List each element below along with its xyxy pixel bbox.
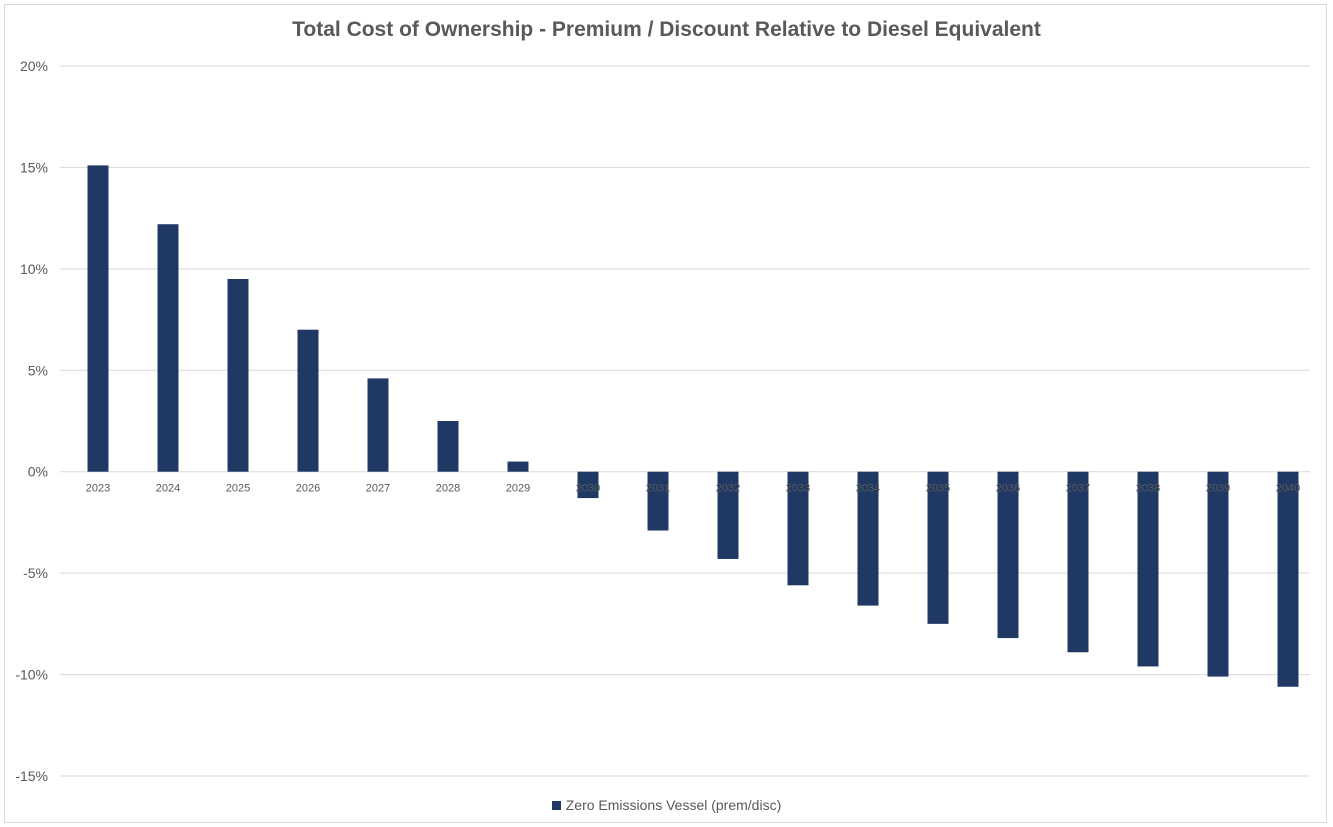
bar-2033 [787,471,809,586]
bar-2034 [857,471,879,606]
x-tick-label: 2025 [226,483,250,495]
legend-label: Zero Emissions Vessel (prem/disc) [565,797,782,813]
x-tick-label: 2032 [716,483,740,495]
bar-2037 [1067,471,1089,653]
bar-2029 [507,461,529,472]
bar-2036 [997,471,1019,639]
x-tick-label: 2024 [156,483,180,495]
x-tick-label: 2023 [86,483,110,495]
x-tick-label: 2040 [1276,483,1300,495]
bar-2023 [87,165,109,472]
y-tick-label: 0% [28,464,48,480]
bar-2028 [437,421,459,472]
y-tick-label: 15% [20,159,48,175]
chart-legend: Zero Emissions Vessel (prem/disc) [0,797,1333,813]
chart-title: Total Cost of Ownership - Premium / Disc… [292,18,1041,41]
x-tick-label: 2030 [576,483,600,495]
x-tick-label: 2027 [366,483,390,495]
bar-2031 [647,471,669,531]
x-tick-label: 2033 [786,483,810,495]
y-tick-label: -15% [15,768,48,784]
y-tick-label: 5% [28,362,48,378]
bar-2035 [927,471,949,624]
legend-swatch [551,801,561,810]
bar-2025 [227,279,249,472]
bar-2038 [1137,471,1159,667]
y-tick-label: 10% [20,261,48,277]
x-tick-label: 2026 [296,483,320,495]
y-tick-label: -10% [15,667,48,683]
bar-2026 [297,329,319,472]
bar-2024 [157,224,179,472]
chart-frame [4,4,1327,823]
x-tick-label: 2036 [996,483,1020,495]
bar-2032 [717,471,739,559]
x-tick-label: 2039 [1206,483,1230,495]
bar-2040 [1277,471,1299,687]
y-tick-label: 20% [20,58,48,74]
x-tick-label: 2029 [506,483,530,495]
x-tick-label: 2038 [1136,483,1160,495]
x-tick-label: 2035 [926,483,950,495]
x-tick-label: 2034 [856,483,880,495]
bar-2039 [1207,471,1229,677]
bar-2027 [367,378,389,472]
x-tick-label: 2031 [646,483,670,495]
y-tick-label: -5% [23,565,48,581]
x-tick-label: 2037 [1066,483,1090,495]
x-tick-label: 2028 [436,483,460,495]
bar-2030 [577,471,599,499]
